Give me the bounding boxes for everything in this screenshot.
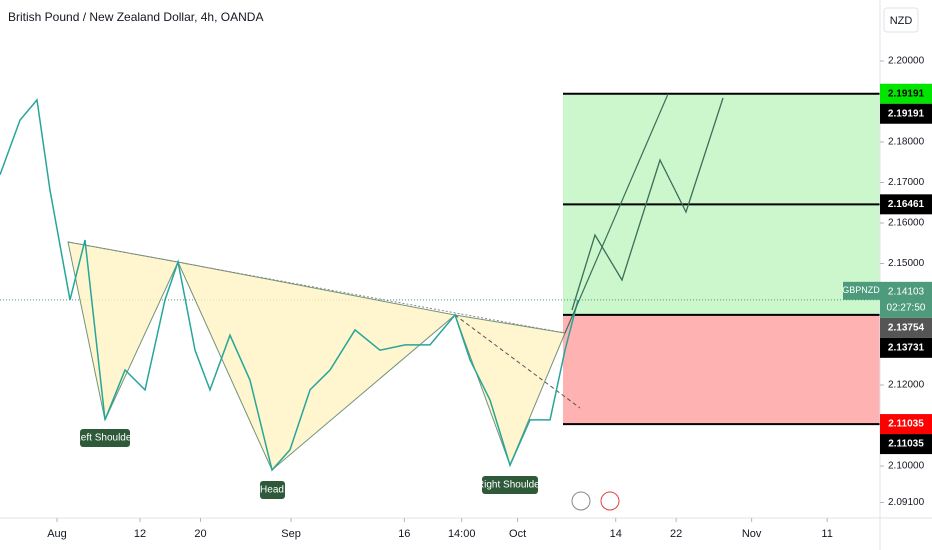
- x-tick-label: 14:00: [448, 528, 476, 540]
- x-tick-label: Oct: [509, 528, 526, 540]
- label-box: [80, 429, 130, 447]
- y-tick-label: 2.16000: [888, 218, 925, 229]
- x-tick-label: 22: [670, 528, 682, 540]
- icon[interactable]: [600, 491, 620, 511]
- price-tag-label: 2.13754: [888, 322, 925, 333]
- price-tag-label: 2.19191: [888, 88, 925, 99]
- pattern-left-shoulder: [67, 241, 179, 422]
- x-tick-label: 16: [398, 528, 410, 540]
- y-tick-label: 2.17000: [888, 177, 925, 188]
- price-line: [0, 98, 579, 472]
- price-tag: [880, 337, 932, 358]
- price-tag-label: 2.19191: [888, 108, 925, 119]
- projection-arrow: [571, 97, 724, 311]
- label-box: [482, 476, 538, 494]
- price-tag: [880, 317, 932, 338]
- price-tag-label: 2.16461: [888, 199, 925, 210]
- y-tick-label: 2.10000: [888, 461, 925, 472]
- current-price-tag: [880, 281, 932, 318]
- x-tick-label: 20: [194, 528, 206, 540]
- x-tick-label: 14: [610, 528, 622, 540]
- dashed-trend: [454, 314, 581, 409]
- price-tag-label: 2.13731: [888, 342, 925, 353]
- price-tag-label: 2.11035: [888, 419, 924, 430]
- y-tick-label: 2.20000: [888, 56, 925, 67]
- price-tag: [880, 194, 932, 215]
- current-price: 2.14103: [888, 286, 925, 297]
- pattern-head: [177, 261, 457, 471]
- icon[interactable]: [571, 491, 591, 511]
- chart-title: British Pound / New Zealand Dollar, 4h, …: [8, 10, 263, 24]
- y-tick-label: 2.18000: [888, 137, 925, 148]
- projection-line: [564, 93, 669, 334]
- current-symbol-tag: [843, 281, 880, 300]
- x-tick-label: 12: [134, 528, 146, 540]
- annotation: Left Shoulder: [75, 433, 135, 444]
- label-box: [260, 481, 285, 499]
- x-tick-label: 11: [821, 528, 832, 540]
- y-tick-label: 2.12000: [888, 380, 925, 391]
- price-tag: [880, 434, 932, 455]
- price-tag: [880, 83, 932, 104]
- currency-box[interactable]: [883, 7, 919, 33]
- price-tag-label: 2.11035: [888, 439, 924, 450]
- stop-zone: [563, 314, 880, 425]
- currency: NZD: [890, 15, 913, 27]
- current-symbol: GBPNZD: [842, 285, 880, 295]
- price-tag: [880, 414, 932, 435]
- price-tag: [880, 103, 932, 124]
- annotation: Head: [260, 485, 284, 496]
- x-tick-label: Nov: [742, 528, 762, 540]
- pattern-right-shoulder: [454, 314, 566, 467]
- y-tick-label: 2.09100: [888, 497, 925, 508]
- x-tick-label: Aug: [47, 528, 67, 540]
- x-tick-label: Sep: [281, 528, 301, 540]
- neckline: [67, 241, 566, 334]
- annotation: Right Shoulder: [477, 480, 544, 491]
- y-tick-label: 2.15000: [888, 258, 925, 269]
- countdown: 02:27:50: [887, 302, 926, 313]
